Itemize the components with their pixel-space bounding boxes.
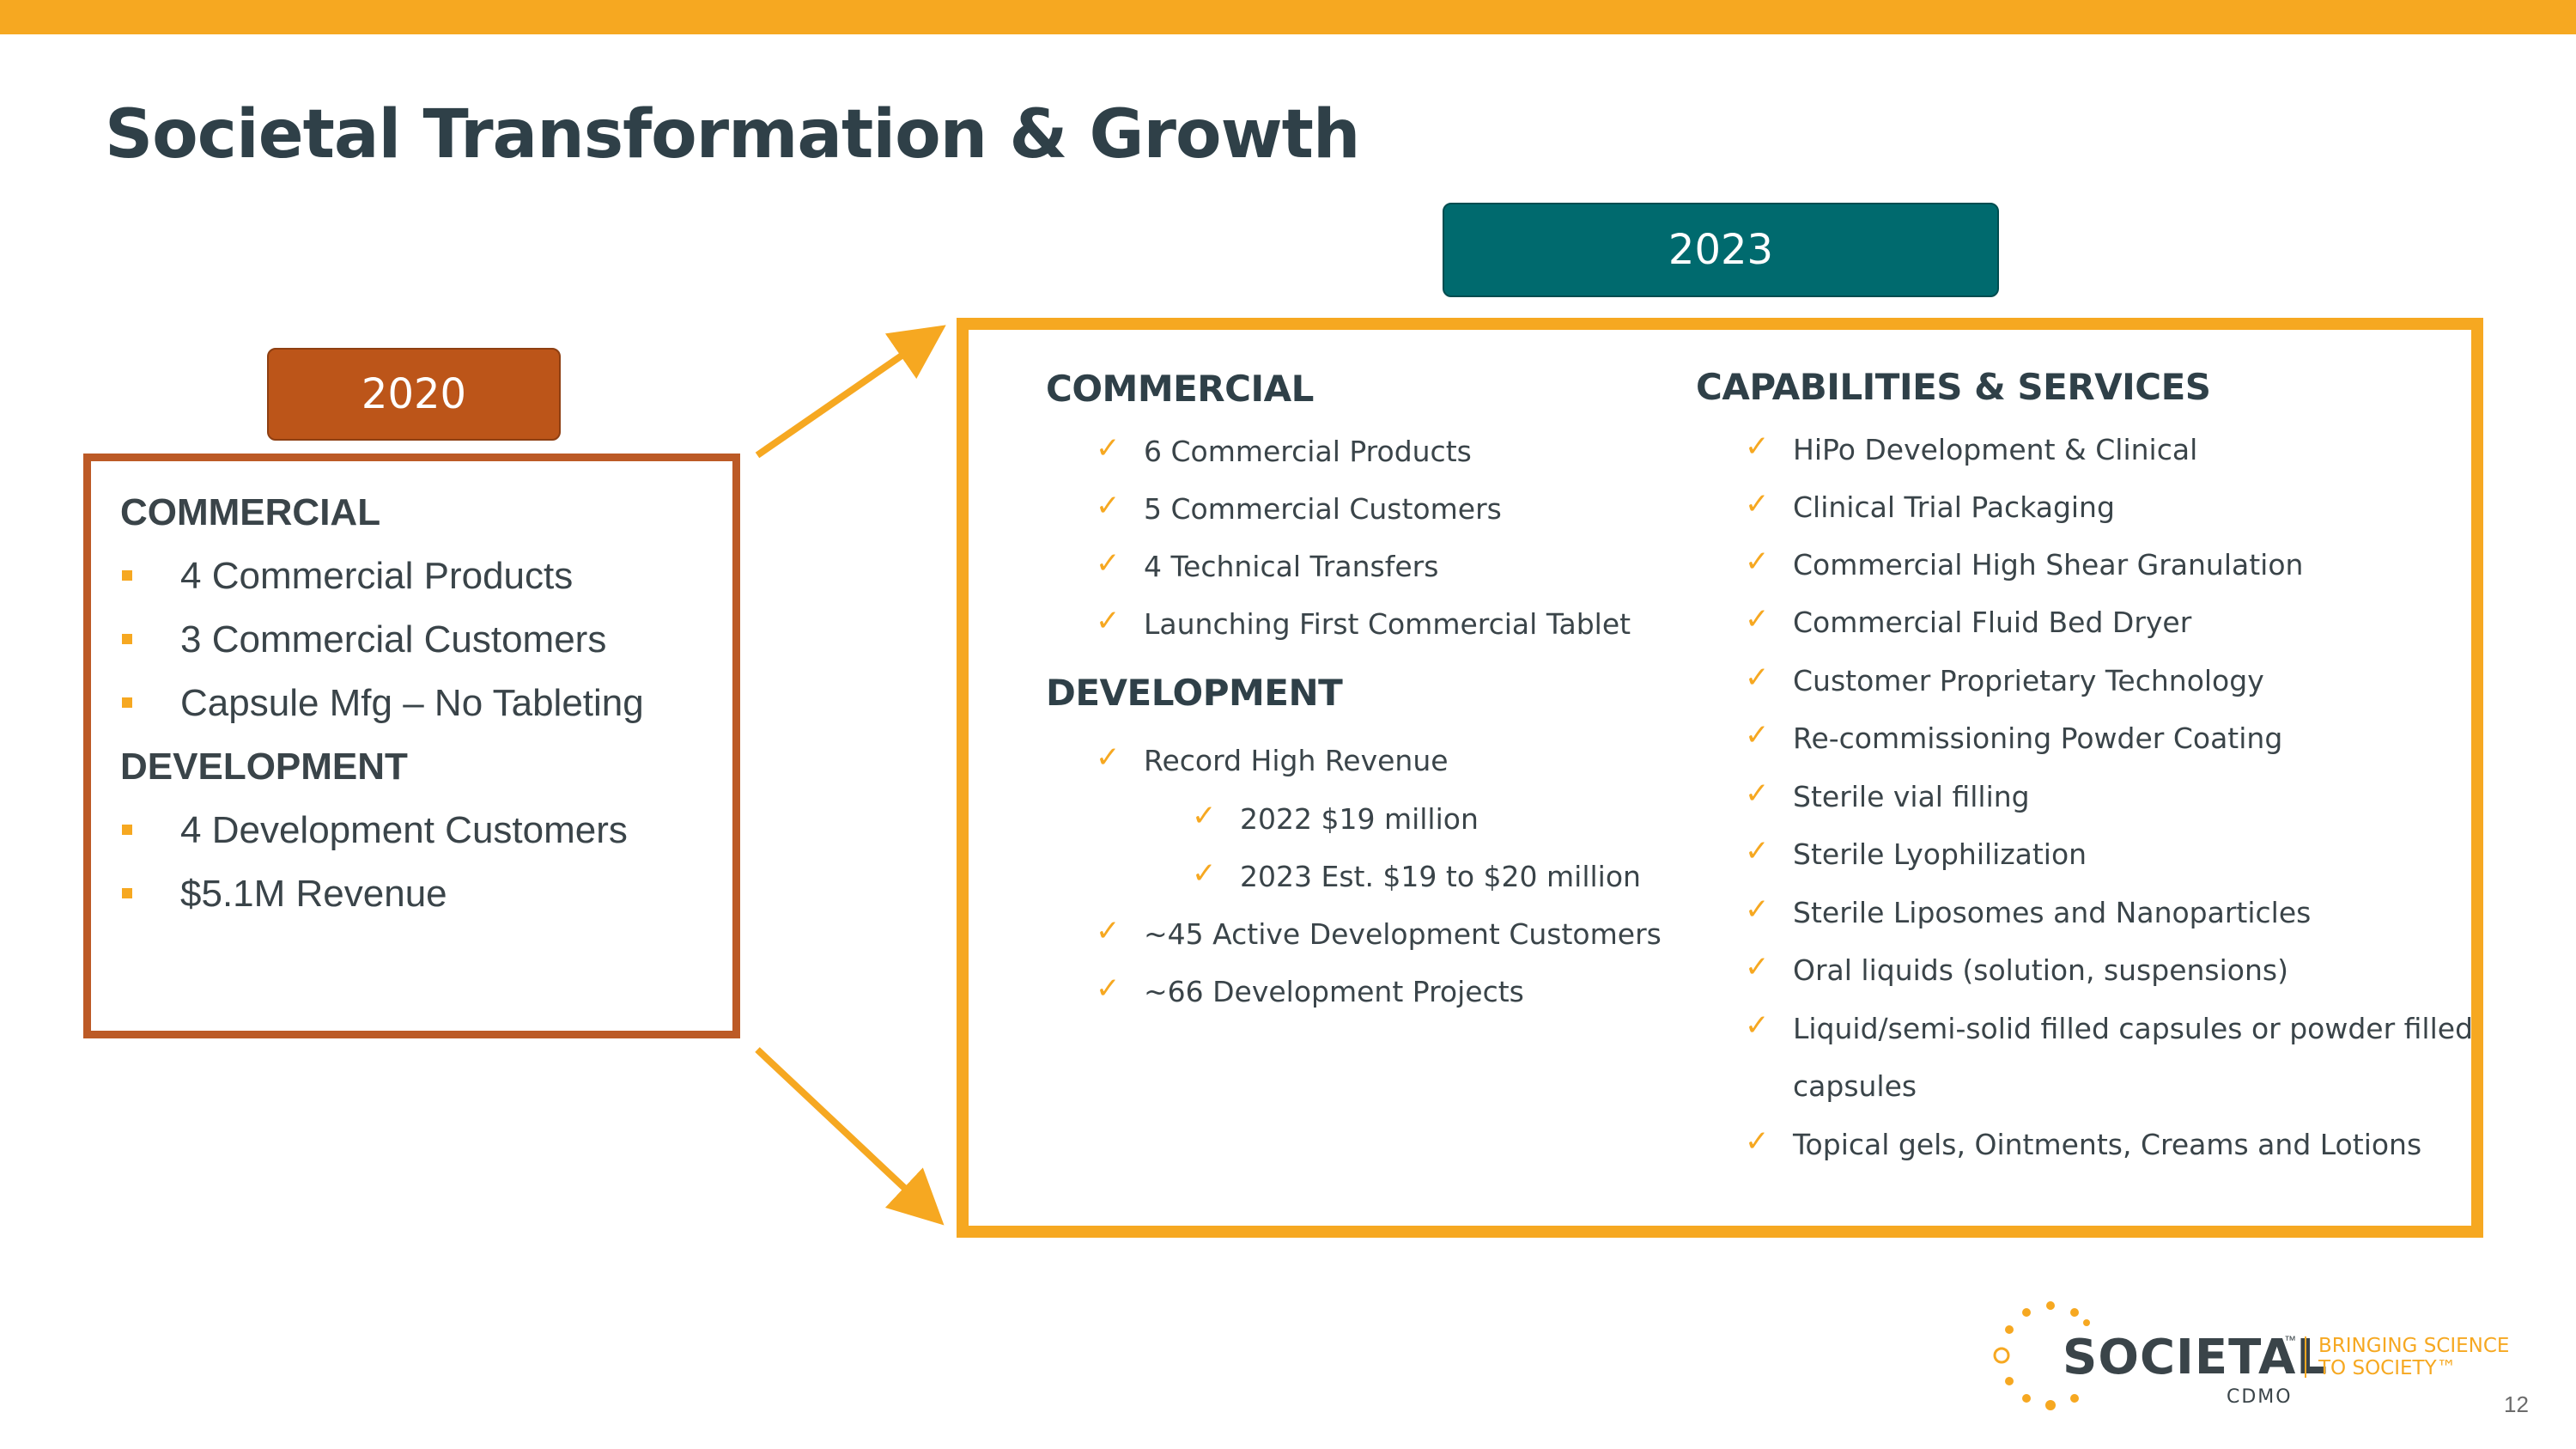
left-commercial-heading: COMMERCIAL — [120, 491, 381, 533]
check-icon: ✓ — [1745, 661, 1770, 695]
box-2023 — [957, 318, 2483, 1238]
right-commercial-heading: COMMERCIAL — [1046, 368, 1314, 410]
square-bullet-icon — [122, 888, 132, 898]
check-icon: ✓ — [1745, 545, 1770, 579]
check-icon: ✓ — [1192, 799, 1217, 833]
check-icon: ✓ — [1096, 546, 1121, 581]
check-icon: ✓ — [1745, 950, 1770, 984]
top-accent-bar — [0, 0, 2576, 34]
check-icon: ✓ — [1745, 429, 1770, 464]
check-icon: ✓ — [1192, 856, 1217, 891]
arrow-down — [755, 1047, 945, 1226]
logo-subtitle: CDMO — [2227, 1386, 2293, 1408]
check-icon: ✓ — [1096, 489, 1121, 523]
check-icon: ✓ — [1745, 892, 1770, 927]
capabilities-heading: CAPABILITIES & SERVICES — [1696, 366, 2211, 408]
societal-sun-logo-icon — [1993, 1301, 2090, 1410]
logo-divider — [2305, 1336, 2306, 1378]
check-icon: ✓ — [1096, 431, 1121, 466]
arrow-up — [755, 325, 946, 459]
square-bullet-icon — [122, 570, 132, 581]
right-development-heading: DEVELOPMENT — [1046, 672, 1343, 714]
logo-tagline-line1: BRINGING SCIENCE — [2318, 1335, 2510, 1357]
check-icon: ✓ — [1745, 776, 1770, 811]
logo-wordmark: SOCIETAL — [2063, 1330, 2328, 1385]
square-bullet-icon — [122, 825, 132, 835]
logo-tagline-line2: TO SOCIETY™ — [2318, 1357, 2457, 1379]
check-icon: ✓ — [1096, 971, 1121, 1006]
check-icon: ✓ — [1096, 740, 1121, 775]
check-icon: ✓ — [1745, 487, 1770, 521]
check-icon: ✓ — [1745, 718, 1770, 752]
logo-trademark: ™ — [2284, 1333, 2296, 1347]
check-icon: ✓ — [1096, 914, 1121, 948]
page-number: 12 — [2504, 1391, 2529, 1417]
square-bullet-icon — [122, 697, 132, 708]
year-2023-badge: 2023 — [1443, 203, 1999, 297]
square-bullet-icon — [122, 634, 132, 644]
year-2020-badge: 2020 — [267, 348, 561, 441]
check-icon: ✓ — [1745, 1008, 1770, 1043]
left-development-heading: DEVELOPMENT — [120, 746, 408, 788]
box-2020 — [83, 454, 740, 1038]
check-icon: ✓ — [1096, 604, 1121, 638]
check-icon: ✓ — [1745, 602, 1770, 636]
check-icon: ✓ — [1745, 834, 1770, 868]
page-title: Societal Transformation & Growth — [105, 96, 1360, 174]
check-icon: ✓ — [1745, 1124, 1770, 1159]
